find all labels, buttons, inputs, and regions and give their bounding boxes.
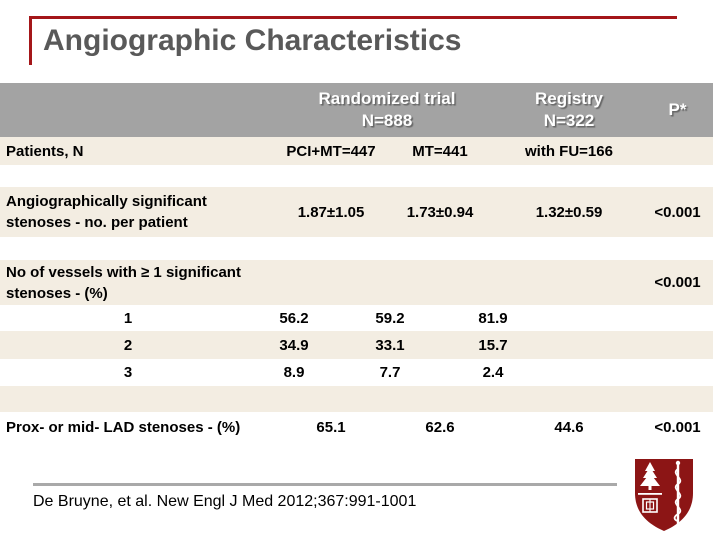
stenoses-p-value: <0.001	[654, 203, 701, 221]
vessel-count-number: 1	[123, 309, 133, 327]
vessel-count-registry: 81.9	[478, 309, 508, 327]
footer-divider	[33, 483, 617, 486]
stenoses-per-patient-label: Angiographically significant stenoses - …	[6, 193, 207, 231]
patients-mt: MT=441	[412, 142, 468, 160]
table-header-row: Randomized trial N=888 Registry N=322 P*	[0, 83, 713, 137]
prox-lad-p-value: <0.001	[654, 419, 701, 436]
title-accent-line-top	[30, 16, 677, 19]
seal-square-glyph	[642, 498, 658, 513]
tree-glyph	[640, 462, 660, 490]
vessels-section-label: No of vessels with ≥ 1 significant steno…	[6, 263, 241, 302]
title-accent-line-left	[29, 16, 32, 65]
vessel-count-row-1: 1 56.2 59.2 81.9	[0, 305, 713, 331]
patients-row: Patients, N PCI+MT=447 MT=441 with FU=16…	[0, 137, 713, 165]
randomized-trial-n: N=888	[361, 111, 413, 130]
angiographic-characteristics-table: Randomized trial N=888 Registry N=322 P*…	[0, 83, 713, 443]
stenoses-pci-mt-value: 1.87±1.05	[297, 203, 365, 221]
prox-lad-pci-mt-value: 65.1	[316, 419, 346, 436]
vessel-count-row-3: 3 8.9 7.7 2.4	[0, 359, 713, 386]
patients-label: Patients, N	[6, 142, 84, 160]
vessel-count-mt: 33.1	[375, 336, 405, 354]
prox-lad-mt-value: 62.6	[425, 419, 455, 436]
medical-shield-icon	[635, 459, 693, 531]
stenoses-registry-value: 1.32±0.59	[535, 203, 603, 221]
vessel-count-row-2: 2 34.9 33.1 15.7	[0, 331, 713, 359]
stenoses-per-patient-row: Angiographically significant stenoses - …	[0, 187, 713, 237]
prox-mid-lad-row: Prox- or mid- LAD stenoses - (%) 65.1 62…	[0, 412, 713, 443]
patients-registry-fu: with FU=166	[525, 142, 613, 160]
prox-mid-lad-label: Prox- or mid- LAD stenoses - (%)	[6, 419, 241, 436]
vessel-count-mt: 59.2	[375, 309, 405, 327]
vessels-section-header-row: No of vessels with ≥ 1 significant steno…	[0, 260, 713, 305]
vessel-count-mt: 7.7	[379, 364, 401, 381]
prox-lad-registry-value: 44.6	[554, 419, 584, 436]
vessel-count-registry: 2.4	[482, 364, 504, 381]
vessel-count-pci-mt: 56.2	[279, 309, 309, 327]
vessel-count-pci-mt: 8.9	[283, 364, 305, 381]
patients-pci-mt: PCI+MT=447	[286, 142, 376, 160]
vessel-count-pci-mt: 34.9	[279, 336, 309, 354]
column-header-randomized-trial: Randomized trial N=888	[278, 88, 496, 132]
citation-text: De Bruyne, et al. New Engl J Med 2012;36…	[33, 493, 417, 510]
slide-title: Angiographic Characteristics	[43, 24, 462, 57]
stenoses-mt-value: 1.73±0.94	[406, 203, 474, 221]
asclepius-staff-glyph	[673, 460, 682, 524]
spacer-row	[0, 386, 713, 412]
vessels-p-value: <0.001	[654, 274, 701, 291]
vessel-count-number: 3	[123, 364, 133, 381]
spacer-row	[0, 237, 713, 260]
vessel-count-registry: 15.7	[478, 336, 508, 354]
registry-n: N=322	[543, 111, 595, 130]
divider-glyph	[638, 493, 662, 495]
registry-label: Registry	[534, 89, 604, 108]
column-header-p-value: P*	[668, 100, 687, 119]
column-header-registry: Registry N=322	[496, 88, 642, 132]
randomized-trial-label: Randomized trial	[318, 89, 456, 108]
vessel-count-number: 2	[123, 336, 133, 354]
spacer-row	[0, 165, 713, 187]
